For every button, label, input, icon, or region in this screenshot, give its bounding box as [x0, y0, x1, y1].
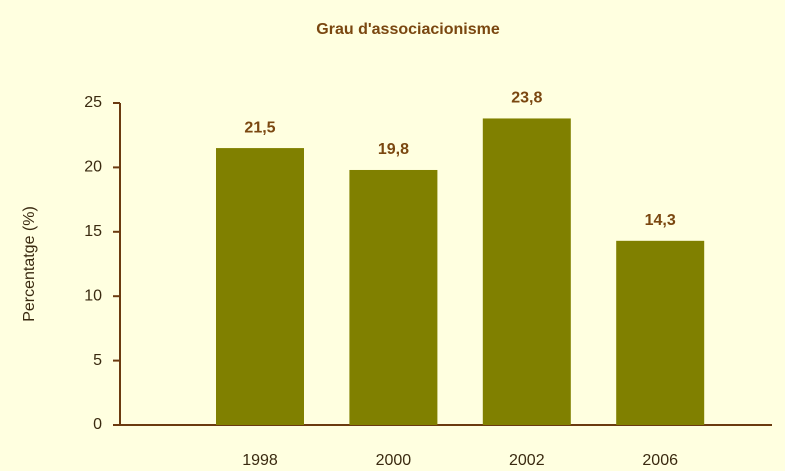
- x-tick-label: 2006: [642, 452, 678, 469]
- bar: [616, 240, 705, 425]
- bar: [349, 169, 438, 425]
- value-label: 21,5: [244, 119, 275, 136]
- y-tick-label: 25: [84, 94, 102, 111]
- bar: [216, 148, 304, 425]
- value-label: 14,3: [645, 212, 676, 229]
- chart-title: Grau d'associacionisme: [316, 21, 500, 38]
- x-tick-label: 2002: [509, 452, 545, 469]
- y-axis-label: Percentatge (%): [21, 206, 38, 322]
- y-tick-label: 20: [84, 159, 102, 176]
- y-tick-label: 0: [93, 416, 102, 433]
- value-label: 23,8: [511, 90, 542, 107]
- y-tick-label: 10: [84, 287, 102, 304]
- x-tick-label: 2000: [376, 452, 412, 469]
- bar: [482, 118, 571, 426]
- value-label: 19,8: [378, 141, 409, 158]
- x-tick-label: 1998: [242, 452, 278, 469]
- y-tick-label: 15: [84, 223, 102, 240]
- y-tick-label: 5: [93, 352, 102, 369]
